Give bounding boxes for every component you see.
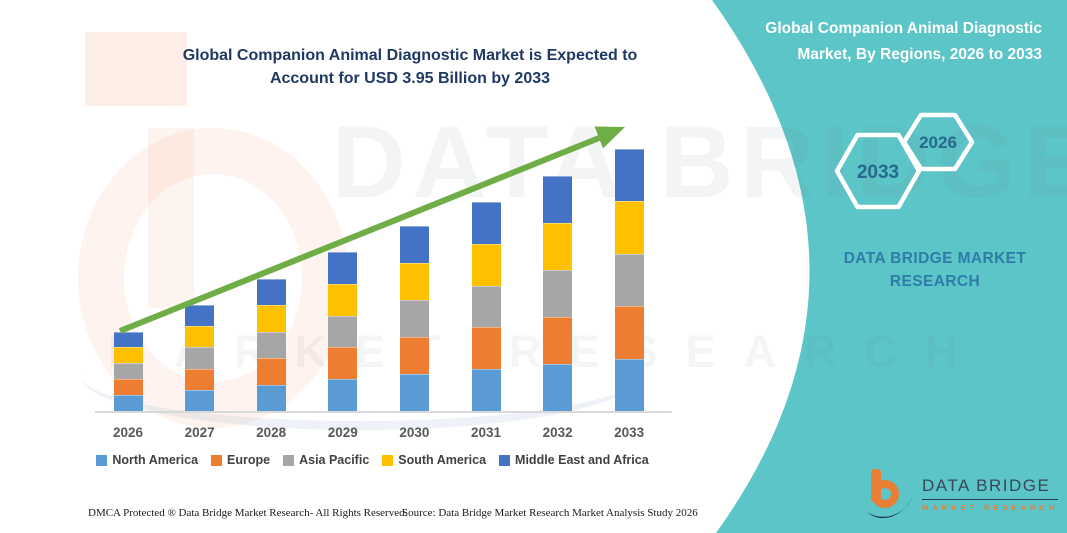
segment-middle-east-and-africa-2032[interactable]	[543, 175, 573, 223]
x-axis-label-2033: 2033	[614, 425, 645, 440]
segment-europe-2031[interactable]	[471, 327, 501, 370]
legend-label: Middle East and Africa	[515, 453, 649, 467]
logo-subtitle: MARKET RESEARCH	[922, 503, 1059, 512]
segment-asia-pacific-2027[interactable]	[185, 347, 215, 369]
segment-middle-east-and-africa-2026[interactable]	[113, 331, 143, 348]
x-axis-label-2027: 2027	[184, 425, 215, 440]
databridge-logo-icon	[867, 469, 913, 519]
legend-label: Asia Pacific	[299, 453, 370, 467]
segment-middle-east-and-africa-2029[interactable]	[328, 252, 358, 284]
legend-item-middle-east-and-africa[interactable]: Middle East and Africa	[499, 453, 649, 467]
chart-title: Global Companion Animal Diagnostic Marke…	[182, 47, 638, 88]
segment-middle-east-and-africa-2028[interactable]	[256, 278, 286, 305]
legend-swatch-europe	[211, 454, 223, 466]
segment-middle-east-and-africa-2033[interactable]	[614, 149, 644, 202]
segment-north-america-2031[interactable]	[471, 369, 501, 411]
hexagon-2026-label: 2026	[919, 133, 957, 152]
segment-middle-east-and-africa-2031[interactable]	[471, 202, 501, 244]
segment-middle-east-and-africa-2030[interactable]	[399, 225, 429, 263]
segment-europe-2032[interactable]	[543, 316, 573, 364]
segment-asia-pacific-2029[interactable]	[328, 315, 358, 348]
segment-asia-pacific-2031[interactable]	[471, 285, 501, 328]
x-axis-label-2032: 2032	[542, 425, 573, 440]
legend-swatch-south-america	[382, 454, 394, 466]
segment-south-america-2028[interactable]	[256, 305, 286, 332]
legend-swatch-middle-east-and-africa	[499, 454, 511, 466]
bar-2026[interactable]	[113, 331, 143, 411]
databridge-logo: DATA BRIDGE MARKET RESEARCH	[866, 468, 1059, 524]
databridge-logo-text: DATA BRIDGE MARKET RESEARCH	[922, 476, 1059, 512]
segment-middle-east-and-africa-2027[interactable]	[185, 305, 215, 327]
x-axis-label-2031: 2031	[470, 425, 502, 440]
segment-asia-pacific-2032[interactable]	[543, 269, 573, 317]
panel-title: Global Companion Animal Diagnostic Marke…	[765, 20, 1042, 64]
plot-area: 2026 2027 2028 2029 2030 2031 2032 2033	[95, 125, 672, 440]
legend-item-europe[interactable]: Europe	[211, 453, 270, 467]
segment-south-america-2026[interactable]	[113, 347, 143, 364]
segment-europe-2027[interactable]	[185, 368, 215, 390]
segment-europe-2030[interactable]	[399, 336, 429, 374]
footer-dmca-text: DMCA Protected ® Data Bridge Market Rese…	[88, 507, 408, 519]
hexagon-2033	[834, 132, 922, 210]
logo-title: DATA BRIDGE	[922, 476, 1059, 500]
legend-label: North America	[112, 453, 199, 467]
x-axis-label-2028: 2028	[256, 425, 287, 440]
segment-north-america-2026[interactable]	[113, 395, 143, 411]
bar-2027[interactable]	[185, 305, 215, 411]
segment-south-america-2033[interactable]	[614, 201, 644, 254]
x-axis-label-2026: 2026	[112, 425, 144, 440]
panel-brand-text: DATA BRIDGE MARKET RESEARCH	[843, 250, 1027, 291]
hexagon-2026	[901, 112, 975, 172]
segment-north-america-2028[interactable]	[256, 384, 286, 411]
bar-2030[interactable]	[399, 225, 429, 411]
bar-2032[interactable]	[543, 175, 573, 411]
segment-europe-2033[interactable]	[614, 306, 644, 359]
segment-europe-2028[interactable]	[256, 358, 286, 385]
legend-item-south-america[interactable]: South America	[382, 453, 486, 467]
segment-south-america-2032[interactable]	[543, 222, 573, 270]
segment-asia-pacific-2030[interactable]	[399, 299, 429, 337]
legend-item-north-america[interactable]: North America	[96, 453, 198, 467]
bar-2031[interactable]	[471, 202, 501, 411]
legend-swatch-north-america	[96, 454, 108, 466]
bar-2029[interactable]	[328, 252, 358, 411]
segment-south-america-2031[interactable]	[471, 243, 501, 286]
segment-north-america-2029[interactable]	[328, 379, 358, 411]
legend-item-asia-pacific[interactable]: Asia Pacific	[283, 453, 369, 467]
segment-europe-2026[interactable]	[113, 379, 143, 396]
hexagon-2033-label: 2033	[857, 162, 899, 183]
segment-south-america-2027[interactable]	[185, 326, 215, 348]
segment-north-america-2027[interactable]	[185, 389, 215, 411]
legend-label: South America	[398, 453, 487, 467]
x-axis-label-2030: 2030	[399, 425, 430, 440]
legend-swatch-asia-pacific	[283, 454, 295, 466]
bar-2028[interactable]	[256, 278, 286, 411]
segment-asia-pacific-2028[interactable]	[256, 331, 286, 358]
segment-north-america-2030[interactable]	[399, 373, 429, 411]
segment-south-america-2029[interactable]	[328, 283, 358, 316]
legend: North America Europe Asia Pacific South Ame…	[70, 453, 675, 467]
bar-2033[interactable]	[614, 149, 644, 411]
legend-label: Europe	[227, 453, 271, 467]
x-axis-label-2029: 2029	[327, 425, 358, 440]
segment-europe-2029[interactable]	[328, 347, 358, 380]
segment-south-america-2030[interactable]	[399, 262, 429, 300]
footer-source-text: Source: Data Bridge Market Research Mark…	[402, 507, 698, 519]
year-hexagons: 2033 2026	[834, 112, 975, 210]
segment-asia-pacific-2026[interactable]	[113, 363, 143, 380]
segment-north-america-2033[interactable]	[614, 358, 644, 411]
segment-north-america-2032[interactable]	[543, 363, 573, 411]
segment-asia-pacific-2033[interactable]	[614, 253, 644, 307]
